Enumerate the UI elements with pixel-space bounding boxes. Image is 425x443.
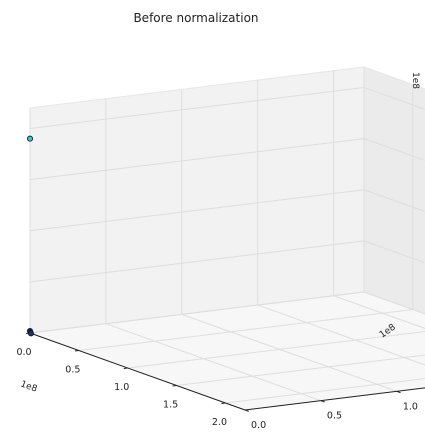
y-axis-line [244,387,425,411]
grid-line-z-left [29,291,365,334]
grid-line-y-floor [333,295,425,329]
chart-title: Before normalization [133,11,258,25]
x-tick-label: 2.0 [212,417,227,428]
data-points [26,135,34,337]
grid-line-z-back [363,138,425,161]
grid-line-y-floor [105,323,322,402]
y-tick-label: 0.0 [251,420,266,431]
grid-line-x-floor [78,309,413,351]
data-point [27,330,34,337]
grid-line-z-left [29,189,365,232]
x-axis-multiplier: 1e8 [19,379,39,394]
grid-line-x-floor [225,378,425,404]
grid-line-y-floor [181,313,397,392]
x-tick-label: 1.5 [163,400,178,411]
grid-line-z-left [29,86,365,129]
grid-line-y-floor [257,304,425,366]
y-tick-label: 1.0 [403,401,418,412]
grid-line-z-back [363,291,425,315]
grid-line-z-left [29,138,365,181]
grid-line-x-floor [176,354,425,386]
x-tick-label: 0.5 [65,365,80,376]
x-axis-line [29,332,246,411]
grid-line-z-back [363,240,425,264]
y-tick-mark [320,400,325,403]
grid-line-x-floor [127,331,425,369]
tick-marks: 0.00.51.01.52.00.00.51.01.52.00.00.51.01… [16,332,418,431]
axes-panes [29,66,425,411]
pane-left [29,66,365,334]
z-axis-multiplier: 1e8 [410,72,420,89]
y-tick-label: 0.5 [327,411,342,422]
x-tick-label: 0.0 [16,347,31,358]
data-point [26,135,33,142]
grid-line-z-back [363,189,425,213]
y-tick-mark [244,409,249,412]
grid-line-z-back [363,86,425,110]
grid-line-z-left [29,240,365,283]
x-tick-label: 1.0 [114,382,129,393]
y-tick-mark [396,390,401,394]
axis-lines [29,332,425,411]
